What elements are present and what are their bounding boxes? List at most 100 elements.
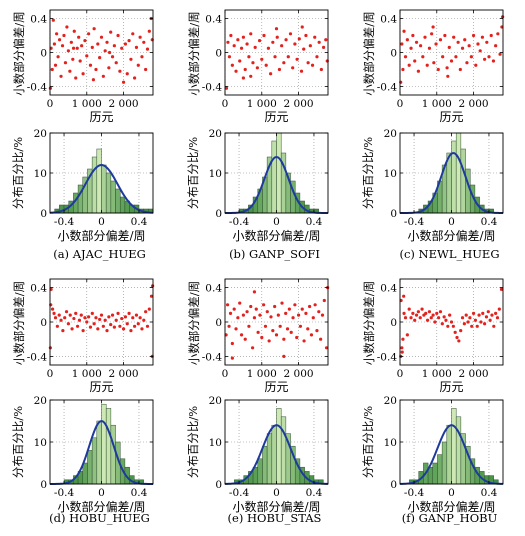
- x-tick-label: 0: [273, 487, 280, 499]
- histogram-panel: -0.4 0 0.4 0 10 20 小数部分偏差/周 分布百分比/%: [11, 395, 154, 514]
- data-point: [145, 324, 150, 328]
- histogram-bar: [266, 433, 273, 485]
- x-tick-label: 0: [273, 216, 280, 228]
- x-tick-label: 0: [47, 98, 54, 110]
- data-point: [120, 316, 124, 321]
- data-point: [249, 32, 253, 36]
- x-tick-label: 2 000: [459, 98, 489, 110]
- data-point: [469, 55, 473, 59]
- data-point: [75, 324, 80, 328]
- y-axis-label: 小数部分偏差/周: [187, 281, 201, 365]
- data-point: [284, 311, 288, 315]
- data-point: [98, 317, 102, 322]
- histogram-bar: [276, 132, 282, 214]
- x-tick-label: 0: [47, 368, 54, 380]
- data-point: [107, 66, 111, 70]
- data-point: [494, 44, 498, 48]
- data-point: [230, 341, 234, 346]
- data-point: [60, 44, 65, 48]
- data-point: [224, 86, 229, 90]
- data-point: [402, 29, 406, 33]
- data-point: [293, 303, 297, 307]
- data-point: [324, 346, 329, 350]
- data-point: [306, 61, 310, 65]
- data-point: [313, 35, 317, 39]
- histogram-bar: [441, 441, 448, 485]
- data-point: [103, 49, 107, 53]
- data-point: [423, 35, 427, 39]
- data-point: [409, 46, 413, 50]
- data-point: [253, 45, 257, 50]
- histogram-bar: [105, 172, 112, 214]
- data-point: [90, 311, 94, 315]
- data-point: [324, 38, 328, 42]
- y-tick-label: 0.4: [380, 283, 397, 295]
- data-point: [247, 324, 251, 328]
- x-axis-label: 历元: [89, 110, 113, 124]
- data-point: [232, 307, 236, 311]
- data-point: [138, 35, 142, 39]
- data-point: [68, 69, 72, 73]
- data-point: [129, 57, 133, 61]
- histogram-bar: [91, 437, 98, 485]
- data-point: [485, 40, 489, 44]
- data-point: [252, 316, 257, 320]
- data-point: [477, 313, 481, 317]
- data-point: [438, 38, 443, 42]
- data-point: [63, 316, 67, 320]
- data-point: [476, 42, 480, 46]
- data-point: [483, 57, 487, 61]
- data-point: [241, 76, 245, 80]
- data-point: [52, 42, 57, 46]
- data-point: [105, 40, 109, 44]
- x-axis-label: 小数部分偏差/周: [407, 228, 495, 243]
- histogram-bar: [257, 458, 263, 485]
- data-point: [445, 66, 449, 70]
- data-point: [489, 33, 493, 38]
- data-point: [499, 287, 504, 291]
- data-point: [66, 322, 70, 326]
- y-tick-label: 10: [209, 168, 222, 180]
- data-point: [81, 329, 85, 333]
- y-tick-label: -0.4: [202, 82, 223, 94]
- data-point: [484, 315, 489, 319]
- histogram-bar: [110, 424, 116, 485]
- data-point: [144, 67, 148, 72]
- data-point: [114, 61, 118, 65]
- data-point: [291, 316, 295, 320]
- data-point: [284, 38, 288, 42]
- data-point: [455, 335, 459, 340]
- data-point: [446, 324, 450, 328]
- data-point: [460, 316, 465, 320]
- data-point: [94, 67, 98, 72]
- x-tick-label: 1 000: [72, 98, 102, 110]
- histogram-bar: [96, 420, 102, 485]
- data-point: [443, 33, 447, 38]
- histogram-panel: -0.4 0 0.4 0 10 20 小数部分偏差/周 分布百分比/%: [11, 128, 154, 243]
- x-axis-label: 历元: [89, 380, 113, 394]
- y-axis-label: 分布百分比/%: [11, 406, 25, 478]
- scatter-panel: 0 1 000 2 000 -0.4 0 0.4 历元 小数部分偏差/周: [187, 9, 329, 124]
- y-tick-label: 0.4: [205, 14, 222, 26]
- data-point: [425, 63, 429, 67]
- x-tick-label: 0.4: [131, 487, 148, 499]
- data-point: [252, 290, 257, 294]
- x-axis-label: 历元: [439, 110, 463, 124]
- data-point: [61, 329, 65, 333]
- data-point: [444, 318, 448, 322]
- data-point: [134, 313, 139, 317]
- data-point: [109, 30, 113, 34]
- y-axis-label: 分布百分比/%: [361, 406, 375, 478]
- data-point: [481, 311, 485, 315]
- data-point: [407, 63, 411, 67]
- y-tick-label: 10: [384, 437, 397, 449]
- data-point: [420, 307, 424, 311]
- y-tick-label: 20: [384, 395, 397, 407]
- data-point: [77, 35, 81, 39]
- data-point: [273, 304, 277, 309]
- data-point: [462, 322, 466, 326]
- histogram-bar: [455, 132, 462, 214]
- data-point: [409, 316, 413, 320]
- y-tick-label: 0.4: [30, 14, 47, 26]
